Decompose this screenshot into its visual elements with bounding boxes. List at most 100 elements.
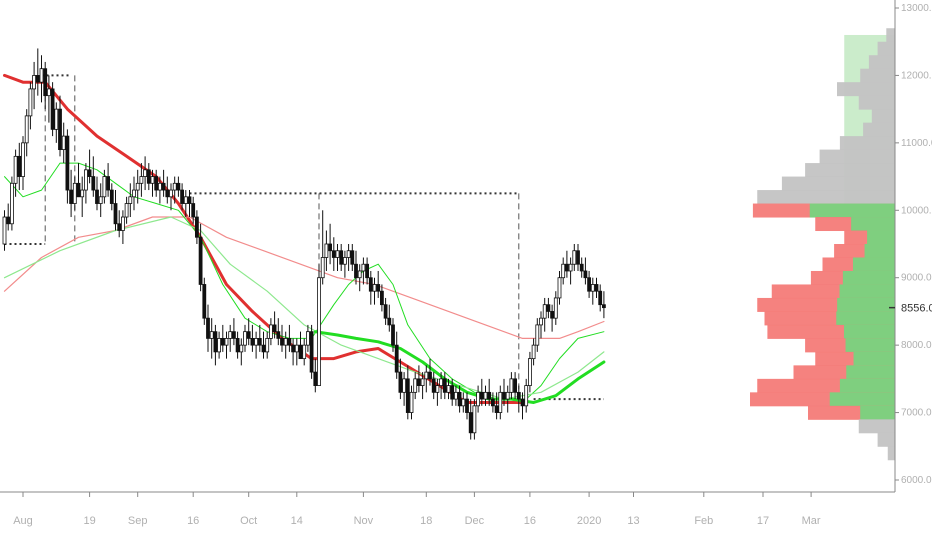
candle-body-27	[121, 216, 125, 231]
candle-body-102	[398, 371, 403, 393]
candle-body-26	[117, 223, 122, 231]
candle-body-39	[165, 189, 170, 198]
candle-body-141	[542, 304, 547, 319]
candle-body-145	[557, 277, 562, 299]
candle-body-128	[494, 405, 499, 413]
candle-body-147	[565, 263, 569, 272]
y-tick-label-7: 13000.0	[901, 3, 932, 14]
candle-body-126	[487, 391, 492, 400]
candle-body-13	[69, 189, 73, 204]
candle-body--2	[13, 155, 18, 184]
candle-body-48	[198, 236, 203, 285]
candle-body-31	[135, 182, 140, 191]
candle-body-83	[328, 243, 333, 252]
volume-profile	[750, 28, 895, 461]
candle-body-57	[231, 331, 236, 339]
candle-body-120	[465, 398, 469, 413]
vp-buy-9800	[851, 217, 895, 232]
candle-body-9	[54, 108, 59, 130]
candle-body-41	[172, 182, 177, 191]
candle-body-17	[84, 169, 88, 191]
x-tick-label-0: Aug	[13, 515, 33, 527]
candle-body-25	[113, 203, 118, 225]
vp-buy-7200	[829, 392, 895, 407]
candle-body-77	[305, 331, 310, 346]
candle-body-52	[213, 331, 218, 353]
x-tick-label-2: Sep	[128, 515, 148, 527]
ma-line-1	[3, 216, 605, 339]
candle-body-78	[309, 331, 314, 373]
vp-buy-9400	[864, 244, 895, 258]
vp-bar-11400	[871, 109, 895, 124]
candle-body-154	[590, 284, 595, 292]
candle-body-104	[405, 378, 410, 413]
candle-body-135	[520, 398, 525, 407]
x-tick-label-6: Nov	[354, 515, 374, 527]
x-tick-label-13: 17	[757, 515, 769, 527]
candle-body-129	[498, 391, 503, 413]
candle-body-139	[535, 324, 540, 346]
ma-line-3	[3, 216, 605, 400]
candle-body-68	[272, 324, 277, 333]
candle-body-113	[439, 378, 444, 387]
candle-body-61	[246, 331, 251, 339]
candle-body-72	[287, 337, 292, 346]
vp-bar-10800	[819, 149, 895, 164]
vp-bar-11800	[837, 82, 895, 97]
y-tick-label-1: 7000.0	[901, 408, 932, 419]
candle-body-105	[409, 391, 414, 413]
candle-body-50	[206, 317, 210, 339]
candle-body-96	[376, 284, 381, 292]
candle-body-23	[106, 176, 110, 191]
candle-body-18	[87, 169, 92, 177]
candle-body-133	[513, 378, 517, 393]
candle-body-155	[594, 284, 599, 292]
vp-buy-8400	[836, 311, 895, 326]
vp-bar-6600	[877, 432, 895, 447]
candle-body-152	[583, 270, 588, 279]
vp-bar-11200	[863, 122, 895, 137]
candle-body-32	[139, 176, 144, 184]
candle-body-65	[261, 344, 266, 353]
x-tick-label-10: 2020	[577, 515, 601, 527]
candle-body-30	[132, 189, 136, 198]
candle-body-106	[413, 378, 418, 393]
candle-body-112	[435, 385, 440, 393]
candle-body-75	[298, 344, 303, 360]
x-tick-label-5: 14	[291, 515, 303, 527]
candle-body-149	[572, 250, 577, 265]
vp-bar-10400	[781, 176, 895, 191]
y-tick-label-6: 12000.0	[901, 70, 932, 81]
vp-buy-7000	[860, 405, 895, 420]
candle-body-47	[194, 216, 199, 238]
candle-body-35	[150, 176, 155, 184]
last-price-label: 8556.0	[901, 303, 932, 315]
candle-body-42	[176, 182, 181, 191]
candle-body-92	[361, 263, 366, 272]
candle-body-119	[461, 398, 466, 407]
x-tick-label-12: Feb	[694, 515, 713, 527]
candle-body-3	[32, 75, 36, 90]
candle-body-151	[579, 263, 584, 272]
candle-body-11	[61, 135, 66, 151]
candle-body-15	[76, 182, 81, 198]
vp-bar-12600	[886, 28, 895, 43]
candle-body-0	[21, 142, 25, 177]
candle-body-90	[354, 263, 358, 279]
candle-body-73	[291, 344, 296, 353]
candle-body-101	[394, 344, 399, 373]
candle-body-49	[202, 284, 207, 319]
x-tick-label-7: 18	[420, 515, 432, 527]
candle-body-14	[72, 182, 77, 204]
candle-body-54	[220, 337, 225, 346]
candle-body-100	[391, 324, 395, 346]
vp-bar-11600	[858, 95, 895, 110]
candle-body-93	[365, 263, 370, 279]
candle-body-4	[35, 75, 40, 83]
candle-body-134	[516, 391, 521, 400]
candle-body-45	[187, 196, 192, 204]
candle-body--5	[2, 216, 7, 245]
candle-body-28	[124, 203, 129, 218]
candle-body-111	[431, 378, 436, 393]
